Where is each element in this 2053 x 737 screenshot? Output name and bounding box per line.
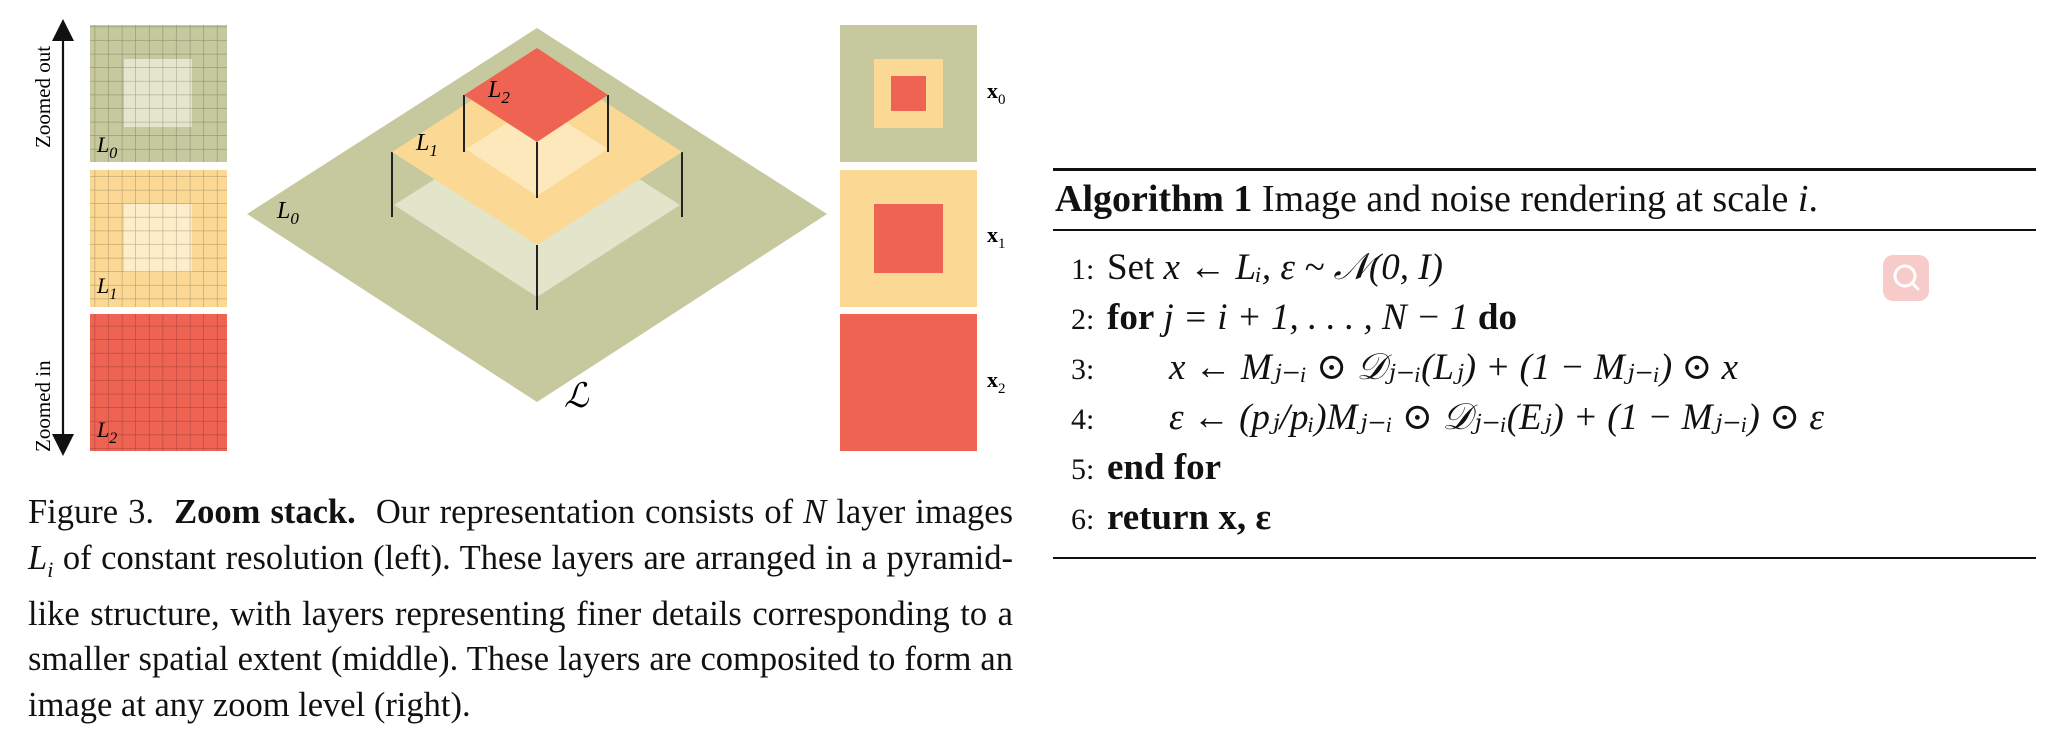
composite-label-x2: x2 [987,367,1006,397]
svg-text:L1: L1 [96,273,117,303]
algorithm-top-rule [1053,168,2036,171]
zoom-stack-figure: Zoomed out Zoomed in L0 L1 L2 [31,18,1006,456]
pyramid-label-l1: L1 [415,130,438,160]
algorithm-lines: 1: Set x ← Lᵢ, ε ~ 𝒩(0, I) 2: for j = i + … [1053,231,2036,557]
zoomed-out-label: Zoomed out [31,46,55,148]
algorithm-box: Algorithm 1 Image and noise rendering at… [1053,168,2036,559]
composite-label-x0: x0 [987,78,1006,108]
figure-caption: Figure 3. Zoom stack. Our representation… [28,490,1013,728]
svg-text:L0: L0 [96,132,117,162]
algorithm-bottom-rule [1053,557,2036,559]
layer-tile-l2: L2 [90,314,227,451]
algorithm-line-3: 3: x ← Mⱼ₋ᵢ ⊙ 𝒟ⱼ₋ᵢ(Lⱼ) + (1 − Mⱼ₋ᵢ) ⊙ x [1071,347,1739,388]
pyramid-label-l2: L2 [487,77,510,107]
caption-text-3: of constant resolution (left). These lay… [28,538,1013,724]
caption-title: Zoom stack. [174,493,356,531]
caption-var-n: N [803,493,827,531]
caption-text-1: Our representation consists of [375,493,794,531]
zoomed-in-label: Zoomed in [31,360,55,452]
algorithm-line-4: 4: ε ← (pⱼ/pᵢ)Mⱼ₋ᵢ ⊙ 𝒟ⱼ₋ᵢ(Eⱼ) + (1 − Mⱼ₋ᵢ… [1071,397,1824,438]
pyramid-label-script-l: ℒ [564,378,590,415]
composite-x2 [840,314,977,451]
svg-text:L2: L2 [96,417,117,447]
algorithm-mid-rule [1053,229,2036,231]
composite-x1 [840,170,977,307]
algorithm-title: Algorithm 1 Image and noise rendering at… [1055,178,1818,220]
pyramid-diagram [247,28,827,402]
algorithm-line-2: 2: for j = i + 1, . . . , N − 1 do [1071,297,1517,338]
search-icon [1893,264,1920,291]
composite-x0 [840,25,977,162]
algorithm-line-5: 5: end for [1071,447,1222,488]
pyramid-label-l0: L0 [276,198,299,228]
algorithm-line-1: 1: Set x ← Lᵢ, ε ~ 𝒩(0, I) [1071,247,1443,288]
caption-var-li: Li [28,538,54,582]
search-overlay-button[interactable] [1883,255,1929,301]
layer-tile-l0: L0 [90,25,227,162]
algorithm-line-6: 6: return x, ε [1071,497,1272,538]
caption-prefix: Figure 3. [28,493,155,531]
caption-text-2: layer images [836,493,1013,531]
layer-tile-l1: L1 [90,170,227,307]
composite-label-x1: x1 [987,222,1006,252]
